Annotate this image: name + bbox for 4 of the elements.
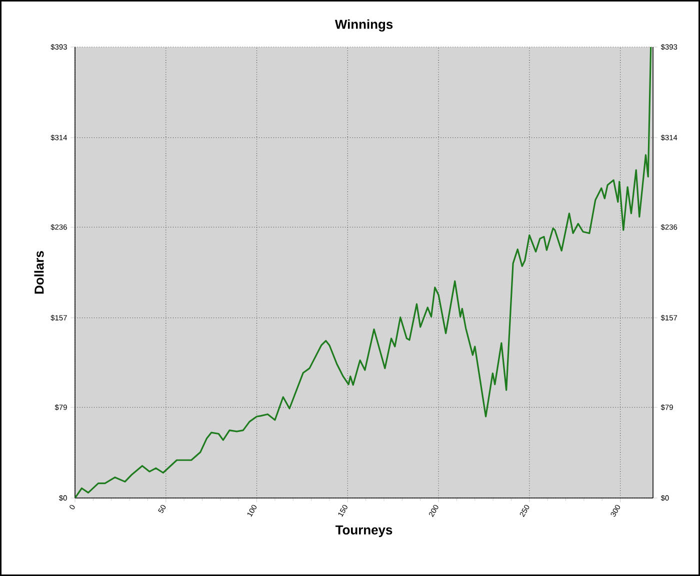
x-axis-title: Tourneys — [335, 525, 392, 538]
y-axis-title: Dollars — [34, 251, 44, 294]
chart-title: Winnings — [334, 19, 393, 32]
line-series — [75, 46, 652, 498]
